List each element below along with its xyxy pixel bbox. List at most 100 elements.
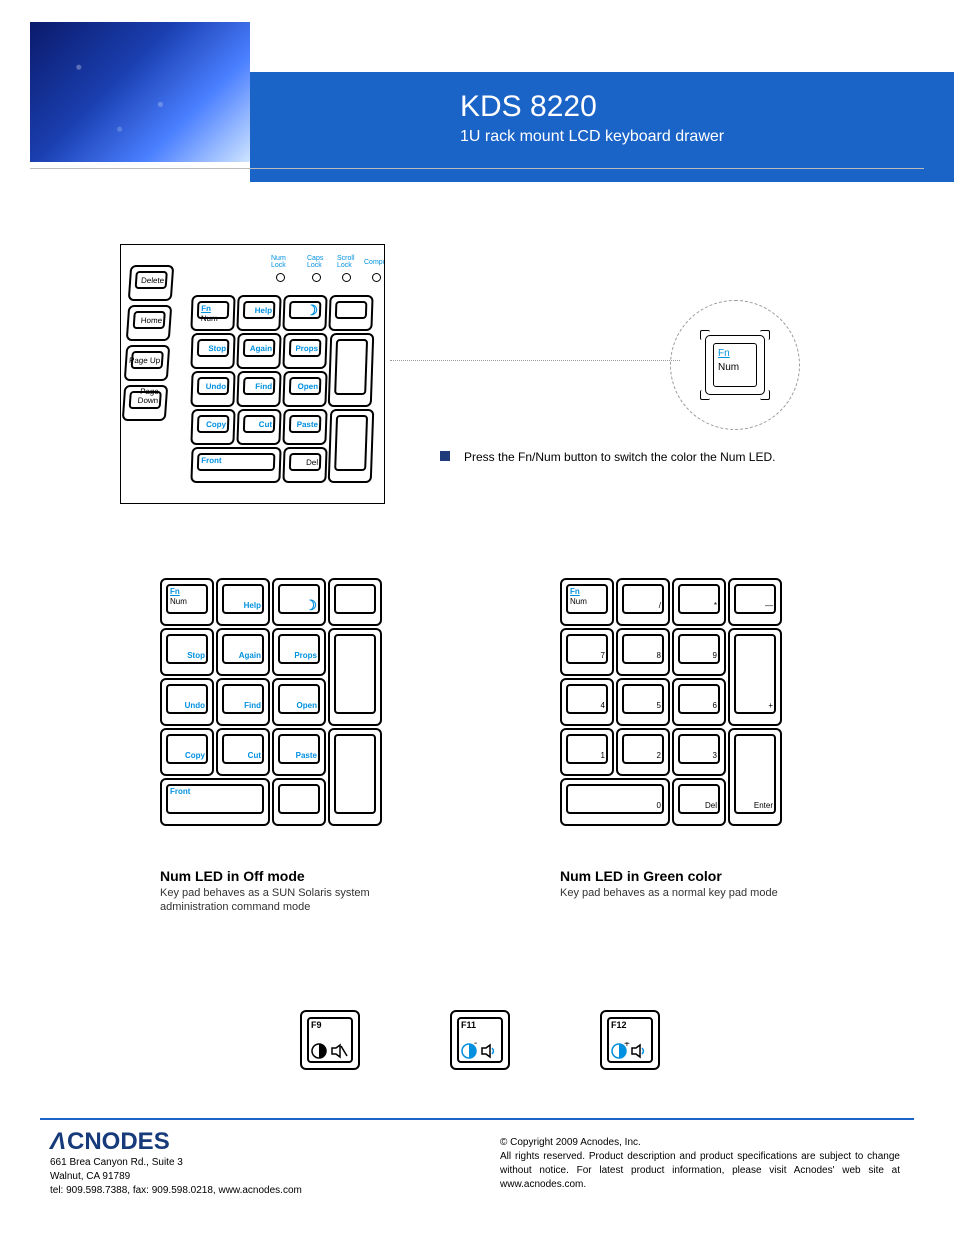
keypad-key: Undo (160, 678, 214, 726)
keypad-key: ☽ (272, 578, 326, 626)
keypad-key: 3 (672, 728, 726, 776)
keypad-key: 8 (616, 628, 670, 676)
keypad-key: Enter (728, 728, 782, 826)
green-mode-desc: Key pad behaves as a normal key pad mode (560, 886, 840, 900)
instruction-text: Press the Fn/Num button to switch the co… (464, 450, 775, 464)
keypad-key: Front (190, 447, 281, 483)
keypad-key (328, 409, 375, 483)
keypad-key: Paste (282, 409, 327, 445)
lock-indicator-label: CapsLock (307, 255, 323, 269)
keypad-key (328, 578, 382, 626)
keypad-key: Find (216, 678, 270, 726)
keypad-key: Del (282, 447, 327, 483)
keypad-key: 0 (560, 778, 670, 826)
function-key: F9 (300, 1010, 360, 1070)
keypad-key: Copy (190, 409, 235, 445)
header-title-bar: KDS 8220 1U rack mount LCD keyboard draw… (250, 72, 954, 182)
led-icon (372, 273, 381, 282)
keypad-key: + (728, 628, 782, 726)
num-label: Num (718, 362, 739, 373)
product-title: KDS 8220 (460, 90, 954, 124)
fn-num-key-enlarged: Fn Num (705, 335, 765, 395)
keypad-key (328, 728, 382, 826)
bullet-square-icon (440, 451, 450, 461)
function-key: F11- (450, 1010, 510, 1070)
product-subtitle: 1U rack mount LCD keyboard drawer (460, 128, 954, 146)
keypad-key (328, 295, 373, 331)
keypad-key: Stop (160, 628, 214, 676)
keypad-key: ☽ (282, 295, 327, 331)
led-icon (342, 273, 351, 282)
keyboard-closeup-diagram: NumLockCapsLockScrollLockCompose DeleteH… (120, 244, 385, 504)
addr-line3: tel: 909.598.7388, fax: 909.598.0218, ww… (50, 1184, 302, 1198)
keypad-key: Paste (272, 728, 326, 776)
function-key: F12+ (600, 1010, 660, 1070)
lock-indicator-label: ScrollLock (337, 255, 355, 269)
keypad-key: Again (216, 628, 270, 676)
bracket-br (760, 390, 770, 400)
keypad-key: FnNum (160, 578, 214, 626)
keypad-key: 7 (560, 628, 614, 676)
svg-text:-: - (474, 1042, 477, 1049)
keypad-key: Copy (160, 728, 214, 776)
keypad-key: FnNum (190, 295, 235, 331)
disclaimer: All rights reserved. Product description… (500, 1150, 900, 1192)
keypad-key: * (672, 578, 726, 626)
led-icon (312, 273, 321, 282)
keypad-key: Cut (236, 409, 281, 445)
keypad-key: FnNum (560, 578, 614, 626)
keypad-key: Open (272, 678, 326, 726)
keypad-key: Props (282, 333, 327, 369)
function-key-icon: + (610, 1042, 654, 1060)
footer-address: 661 Brea Canyon Rd., Suite 3 Walnut, CA … (50, 1156, 302, 1198)
keypad-key: 4 (560, 678, 614, 726)
keypad-key: 1 (560, 728, 614, 776)
fn-label: Fn (718, 348, 730, 359)
keypad-key: Home (126, 305, 173, 341)
keypad-key: Again (236, 333, 281, 369)
keypad-key: Cut (216, 728, 270, 776)
footer-rule (40, 1118, 914, 1120)
keypad-key: Props (272, 628, 326, 676)
off-mode-desc: Key pad behaves as a SUN Solaris system … (160, 886, 420, 914)
bracket-tl (700, 330, 710, 340)
page-header: KDS 8220 1U rack mount LCD keyboard draw… (0, 22, 954, 162)
header-graphic (30, 22, 250, 162)
bracket-tr (760, 330, 770, 340)
keypad-key (328, 333, 375, 407)
header-rule (30, 168, 924, 169)
keypad-key: 5 (616, 678, 670, 726)
copyright: © Copyright 2009 Acnodes, Inc. (500, 1136, 900, 1150)
svg-text:+: + (624, 1042, 630, 1050)
keypad-key: — (728, 578, 782, 626)
acnodes-logo: ΛCNODES (50, 1128, 170, 1156)
keypad-key: 2 (616, 728, 670, 776)
keypad-key: 6 (672, 678, 726, 726)
off-mode-title: Num LED in Off mode (160, 868, 305, 884)
keypad-key: Help (216, 578, 270, 626)
footer-legal: © Copyright 2009 Acnodes, Inc. All right… (500, 1136, 900, 1192)
addr-line1: 661 Brea Canyon Rd., Suite 3 (50, 1156, 302, 1170)
keypad-key: Help (236, 295, 281, 331)
function-key-icon (310, 1042, 354, 1060)
keypad-key: Del (672, 778, 726, 826)
keypad-key: Undo (190, 371, 235, 407)
keypad-key: Page Up (124, 345, 171, 381)
keypad-key (272, 778, 326, 826)
keypad-key: Page Down (122, 385, 169, 421)
keypad-key: Front (160, 778, 270, 826)
lock-indicator-label: NumLock (271, 255, 286, 269)
keypad-key: Stop (190, 333, 235, 369)
keypad-key: 9 (672, 628, 726, 676)
function-key-icon: - (460, 1042, 504, 1060)
keypad-key (328, 628, 382, 726)
keypad-key: Find (236, 371, 281, 407)
addr-line2: Walnut, CA 91789 (50, 1170, 302, 1184)
led-icon (276, 273, 285, 282)
bracket-bl (700, 390, 710, 400)
callout-leader-line (390, 360, 680, 361)
fn-num-callout: Fn Num (590, 300, 850, 470)
keypad-key: Open (282, 371, 327, 407)
lock-indicator-label: Compose (364, 259, 385, 266)
green-mode-title: Num LED in Green color (560, 868, 722, 884)
